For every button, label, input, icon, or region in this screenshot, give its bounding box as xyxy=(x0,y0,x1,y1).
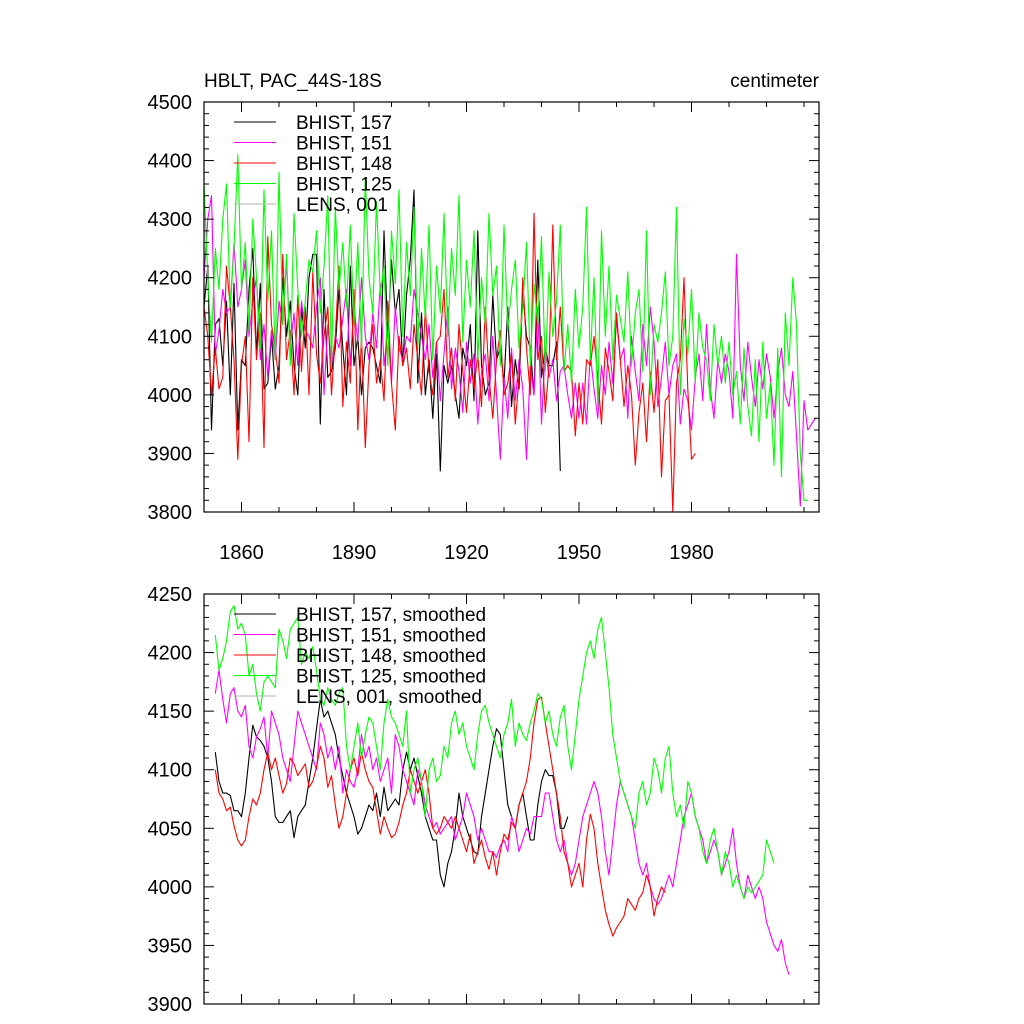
plot-frame-top xyxy=(203,101,820,513)
legend-label-top-3: BHIST, 125 xyxy=(296,175,392,196)
y-tick-label-bottom-7: 4250 xyxy=(148,584,193,606)
series-line-bottom-2 xyxy=(214,696,666,937)
legend-label-top-1: BHIST, 151 xyxy=(296,134,392,155)
series-line-top-3 xyxy=(203,154,808,501)
series-layer-bottom xyxy=(214,605,790,975)
series-layer-top xyxy=(203,154,816,513)
legend-label-bottom-2: BHIST, 148, smoothed xyxy=(296,646,486,667)
legend-label-top-0: BHIST, 157 xyxy=(296,113,392,134)
x-tick-label-top-1: 1890 xyxy=(332,542,377,564)
legend-label-bottom-4: LENS, 001, smoothed xyxy=(296,687,482,708)
x-tick-label-top-3: 1950 xyxy=(557,542,602,564)
y-tick-label-bottom-5: 4150 xyxy=(148,701,193,723)
top-panel: HBLT, PAC_44S-18S centimeter 3800 3900 400… xyxy=(148,71,820,564)
y-tick-label-top-0: 3800 xyxy=(148,502,193,524)
ticks-bottom: 3900 3950 4000 4050 4100 4150 4200 4250 xyxy=(148,584,819,1016)
bottom-panel: 3900 3950 4000 4050 4100 4150 4200 4250 BHIST, … xyxy=(148,584,820,1016)
legend-label-bottom-1: BHIST, 151, smoothed xyxy=(296,626,486,647)
legend-label-bottom-3: BHIST, 125, smoothed xyxy=(296,667,486,688)
y-tick-label-bottom-0: 3900 xyxy=(148,994,193,1016)
x-tick-label-top-0: 1860 xyxy=(219,542,264,564)
y-tick-label-top-3: 4100 xyxy=(148,326,193,348)
units-label: centimeter xyxy=(730,71,819,92)
series-line-top-2 xyxy=(203,212,696,513)
y-tick-label-bottom-1: 3950 xyxy=(148,935,193,957)
series-line-bottom-3 xyxy=(214,605,775,900)
y-tick-label-bottom-6: 4200 xyxy=(148,643,193,665)
chart-title: HBLT, PAC_44S-18S xyxy=(204,71,382,92)
plot-frame-bottom xyxy=(203,593,820,1005)
y-tick-label-top-5: 4300 xyxy=(148,209,193,231)
legend-label-bottom-0: BHIST, 157, smoothed xyxy=(296,605,486,626)
series-line-bottom-1 xyxy=(214,669,790,975)
y-tick-label-top-4: 4200 xyxy=(148,268,193,290)
series-line-bottom-0 xyxy=(214,698,569,888)
y-tick-label-bottom-2: 4000 xyxy=(148,877,193,899)
y-tick-label-bottom-4: 4100 xyxy=(148,760,193,782)
x-tick-label-top-2: 1920 xyxy=(444,542,489,564)
x-tick-label-top-4: 1980 xyxy=(669,542,714,564)
legend-label-top-4: LENS, 001 xyxy=(296,195,388,216)
y-tick-label-top-1: 3900 xyxy=(148,443,193,465)
y-tick-label-top-2: 4000 xyxy=(148,385,193,407)
y-tick-label-top-7: 4500 xyxy=(148,92,193,114)
y-tick-label-bottom-3: 4050 xyxy=(148,818,193,840)
ticks-top: 3800 3900 4000 4100 4200 4300 4400 4500 1860 1890… xyxy=(148,92,819,564)
y-tick-label-top-6: 4400 xyxy=(148,151,193,173)
legend-label-top-2: BHIST, 148 xyxy=(296,154,392,175)
